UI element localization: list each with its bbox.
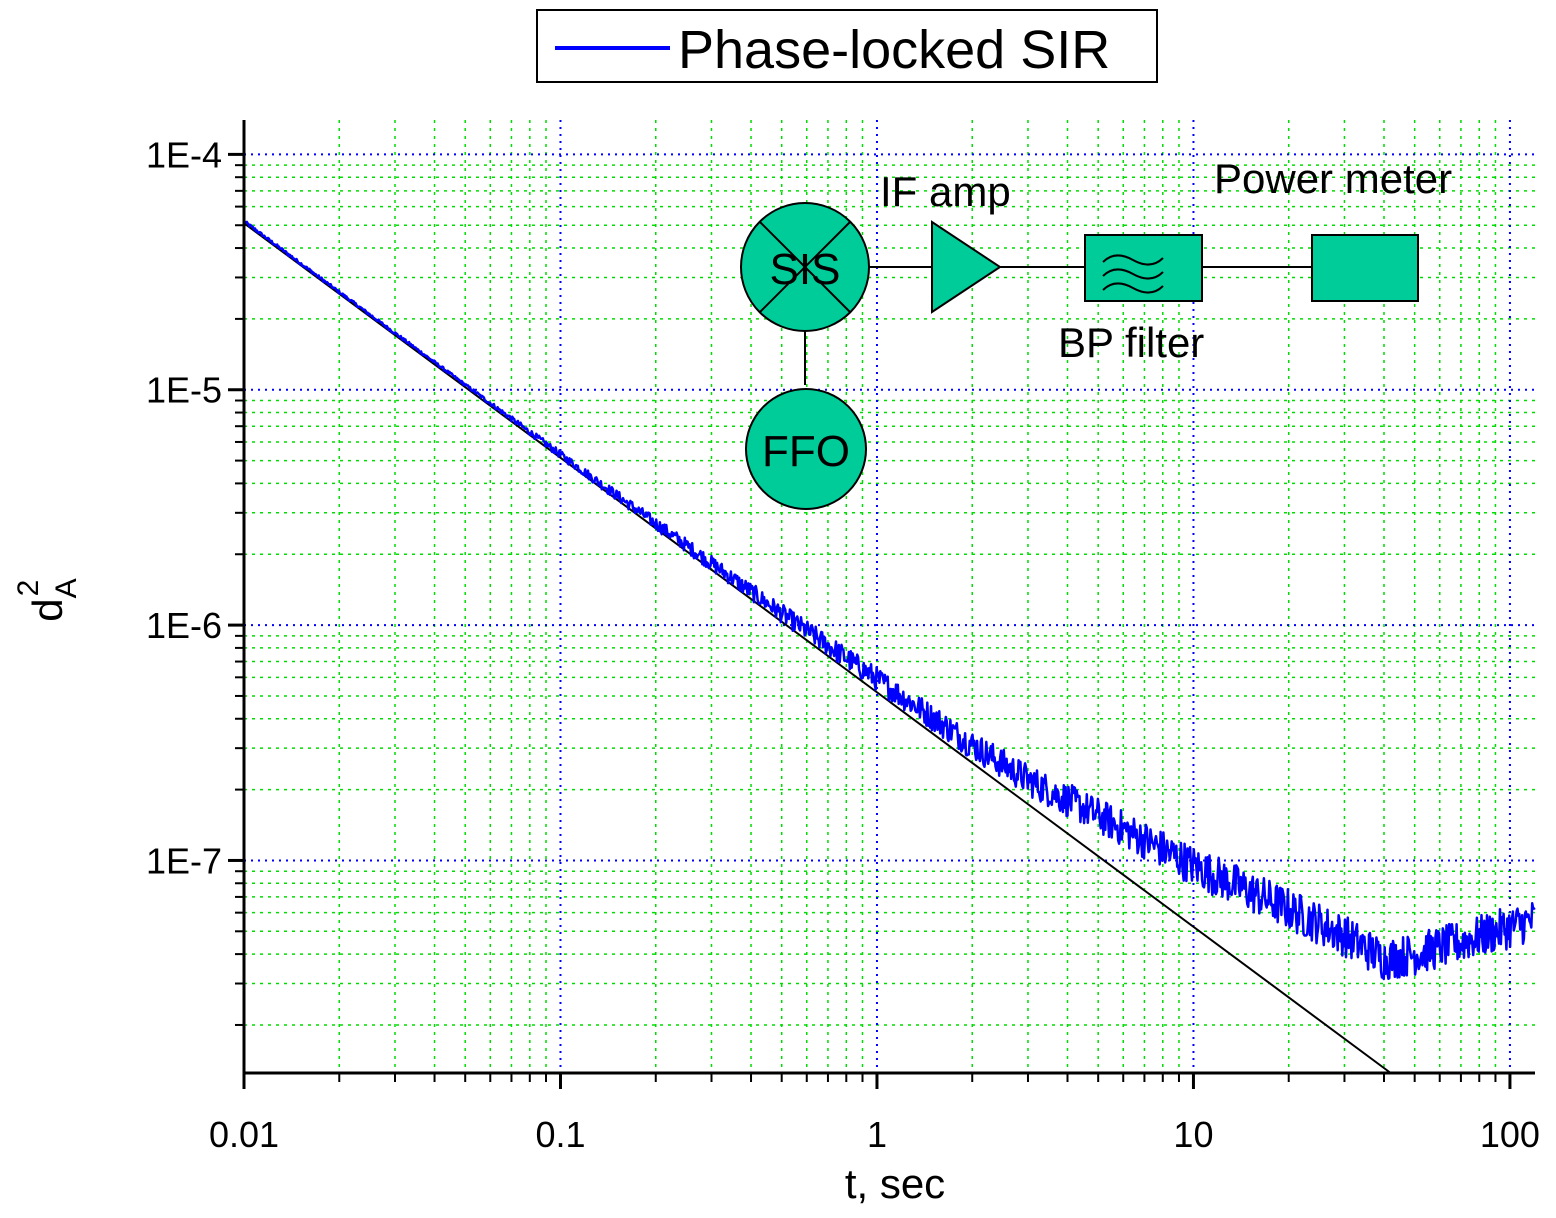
series-layer [242, 220, 1536, 1074]
plot-frame [242, 120, 1535, 1075]
y-tick-label: 1E-5 [146, 370, 222, 411]
bp-filter-box [1084, 234, 1203, 302]
power-meter-block: Power meter [1214, 155, 1452, 302]
sis-label: SIS [770, 245, 841, 294]
ffo-label: FFO [762, 427, 850, 476]
x-tick-label: 100 [1480, 1114, 1540, 1155]
y-tick-label: 1E-7 [146, 840, 222, 881]
sis-mixer-block: SIS [740, 202, 870, 332]
y-axis-label-subscript: A [50, 578, 83, 598]
if-amp-label: IF amp [880, 168, 1011, 215]
y-axis-label-main: d [24, 598, 71, 621]
inset-diagram: SIS FFO IF amp BP filter Power meter [740, 155, 1452, 510]
y-axis-label-superscript: 2 [12, 580, 45, 597]
mixer-cross-line-b [759, 221, 851, 313]
filter-wave-icon [1102, 254, 1164, 294]
x-tick-label: 10 [1173, 1114, 1213, 1155]
power-meter-box [1311, 234, 1419, 302]
series-line-phase-locked-sir [242, 220, 1536, 981]
x-tick-label: 0.01 [209, 1114, 279, 1155]
legend: Phase-locked SIR [536, 9, 1158, 83]
x-tick-label: 1 [867, 1114, 887, 1155]
power-meter-label: Power meter [1214, 155, 1452, 202]
svg-text:dA2: dA2 [12, 578, 83, 621]
minor-grid [244, 120, 1535, 1073]
if-amp-triangle [931, 220, 1002, 314]
bp-filter-block: BP filter [1058, 234, 1204, 366]
axis-ticks: 0.01 0.1 1 10 100 1E-4 1E-5 1E-6 1E-7 [146, 134, 1540, 1155]
ffo-block: FFO [745, 388, 867, 510]
series-line-fit [243, 222, 1392, 1074]
ffo-circle [745, 388, 867, 510]
if-amp-block: IF amp [880, 168, 1011, 314]
y-axis-label: dA2 [12, 578, 83, 621]
y-tick-label: 1E-6 [146, 605, 222, 646]
x-axis-label: t, sec [845, 1160, 945, 1207]
legend-entry-phase-locked-sir: Phase-locked SIR [678, 20, 1110, 80]
bp-filter-label: BP filter [1058, 319, 1204, 366]
x-tick-label: 0.1 [535, 1114, 585, 1155]
y-tick-label: 1E-4 [146, 134, 222, 175]
